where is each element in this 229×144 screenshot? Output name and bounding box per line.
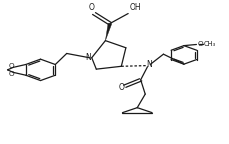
Polygon shape	[105, 23, 112, 41]
Text: O: O	[118, 84, 124, 92]
Text: N: N	[147, 60, 152, 69]
Text: O: O	[89, 3, 95, 12]
Text: OH: OH	[129, 3, 141, 12]
Text: O: O	[198, 41, 203, 48]
Text: N: N	[85, 53, 90, 61]
Text: O: O	[9, 63, 14, 69]
Text: CH₃: CH₃	[204, 41, 216, 48]
Text: O: O	[9, 71, 14, 77]
